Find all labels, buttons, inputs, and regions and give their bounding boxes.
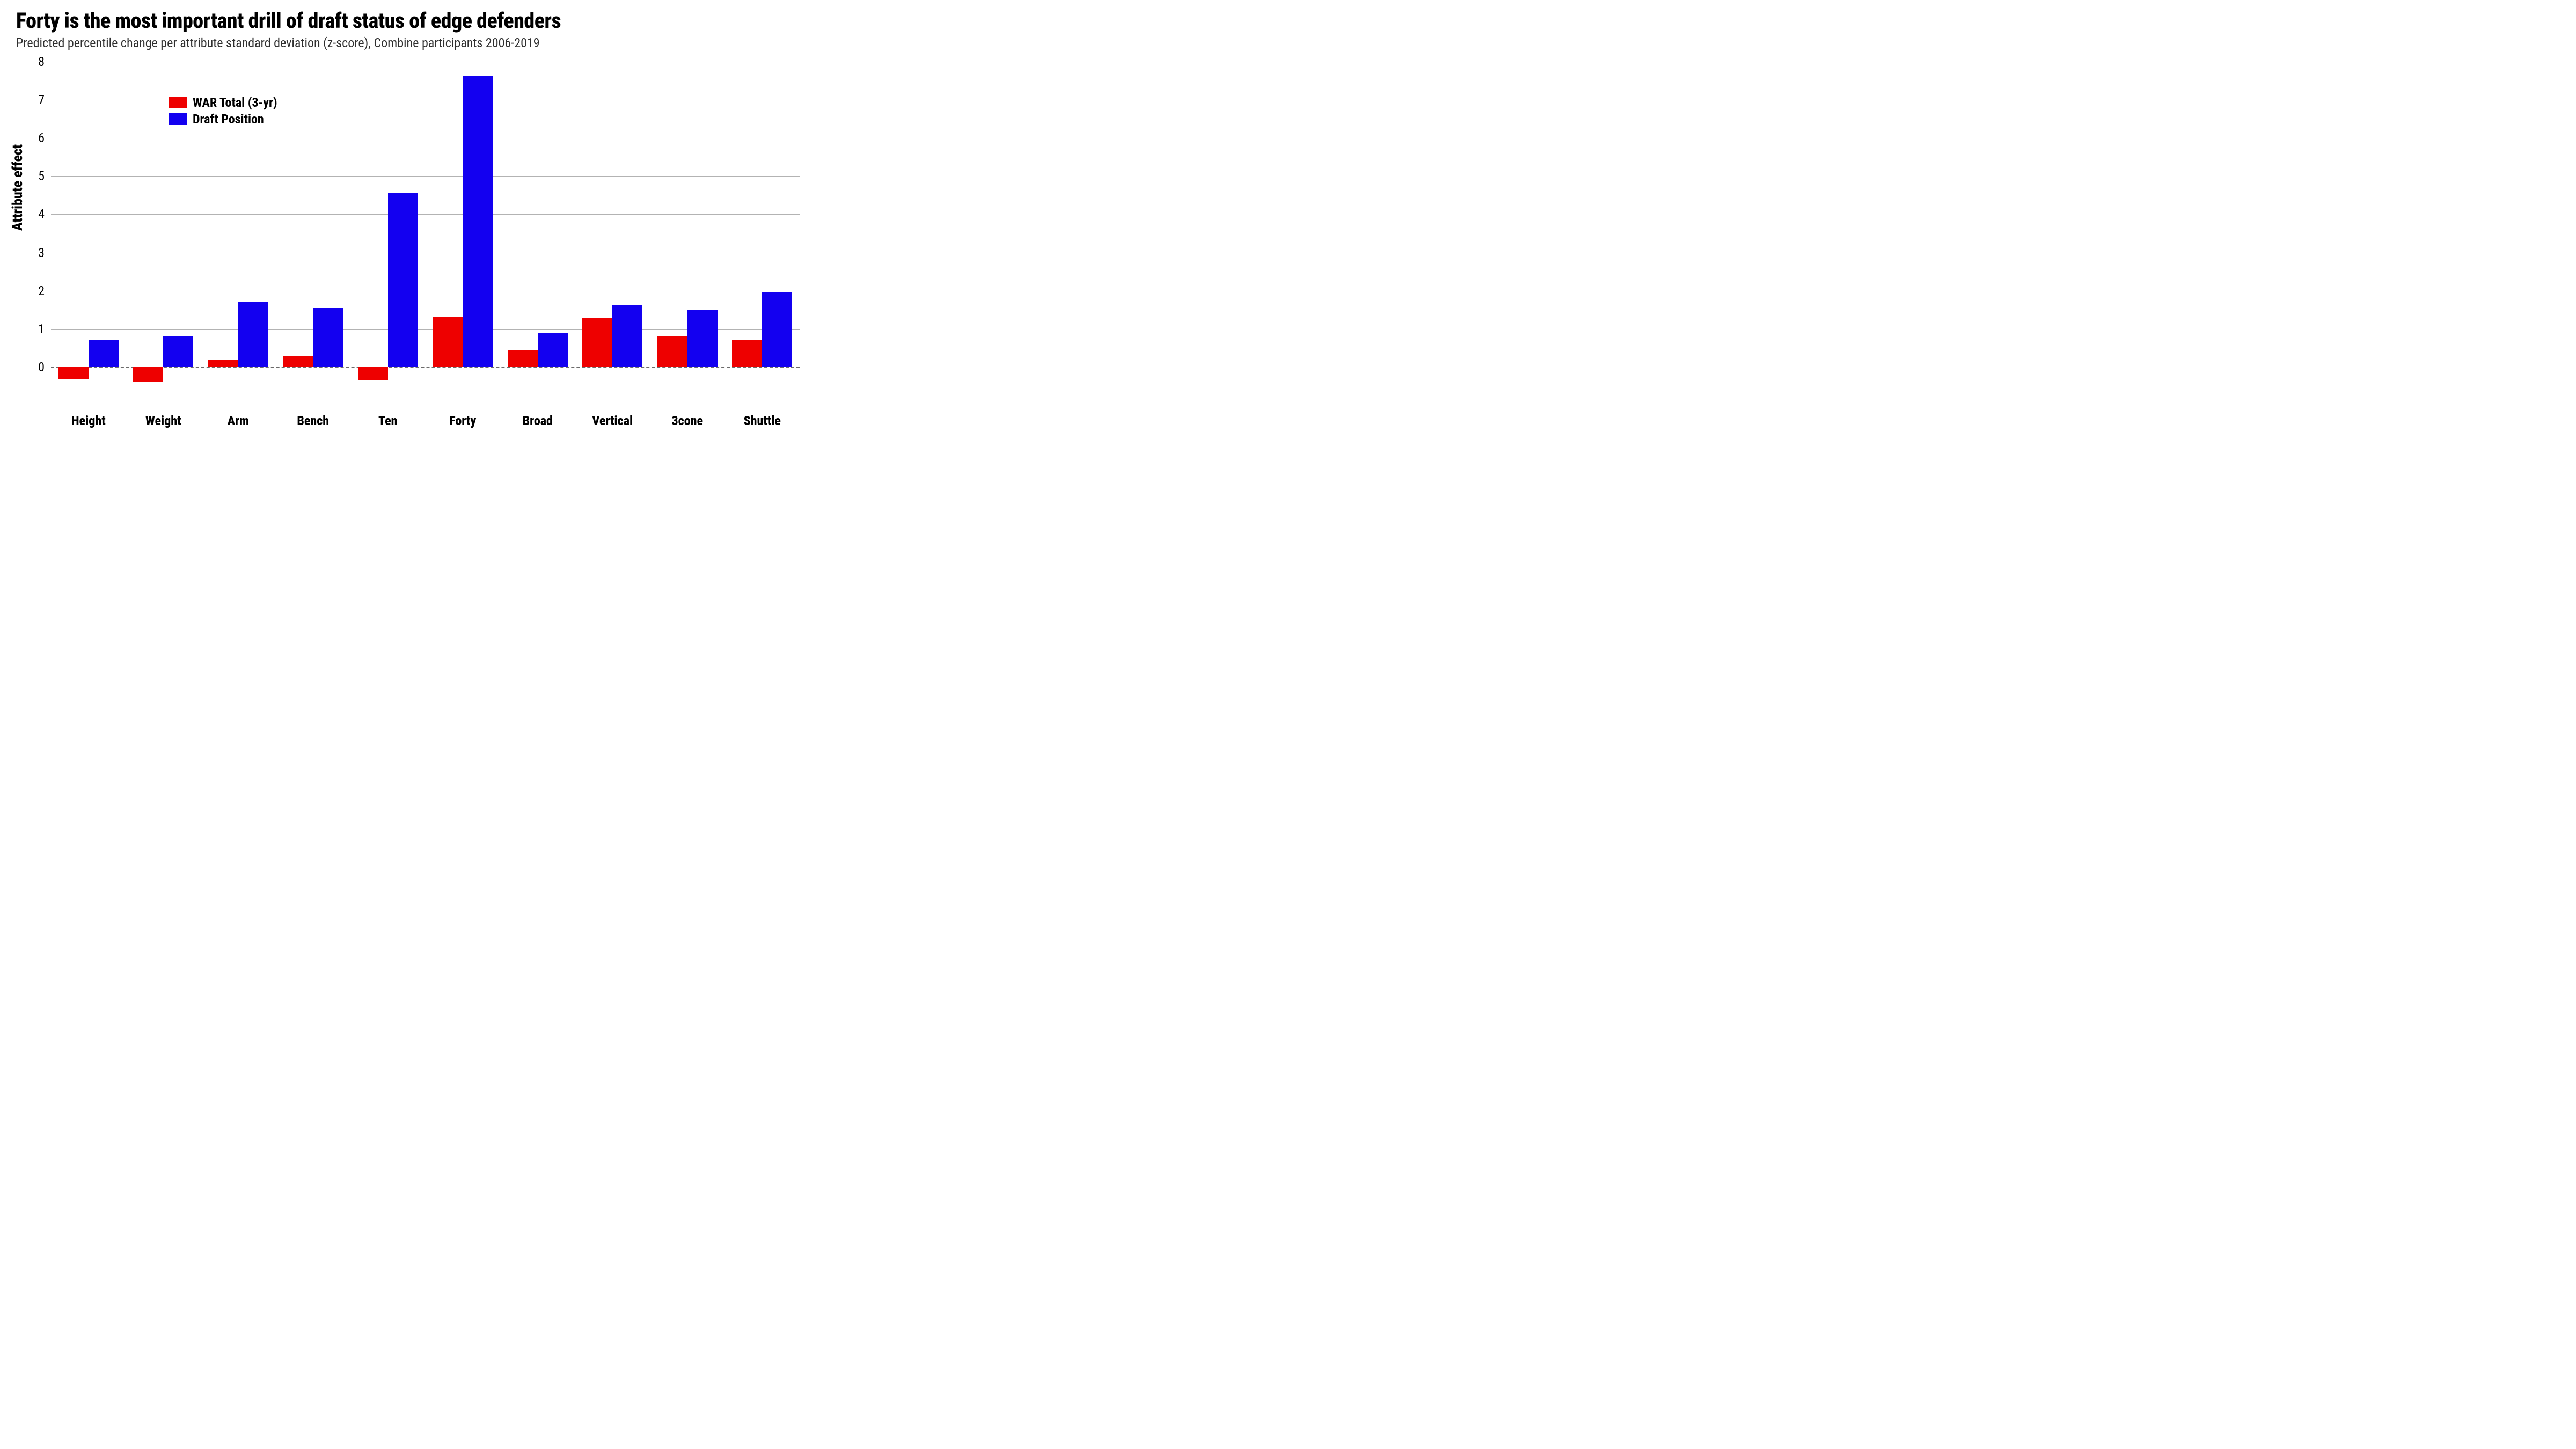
y-tick-label: 3 (38, 245, 51, 260)
bar (612, 305, 642, 367)
bar (538, 333, 568, 367)
bar (463, 76, 493, 367)
bar (208, 360, 238, 367)
chart-subtitle: Predicted percentile change per attribut… (16, 35, 800, 50)
bar (388, 193, 418, 367)
bar (58, 367, 89, 379)
bar (433, 317, 463, 367)
chart-title: Forty is the most important drill of dra… (16, 10, 800, 32)
x-axis-labels: Height Weight Arm Bench Ten Forty Broad Vertica… (51, 413, 800, 435)
x-tick-label: Weight (145, 413, 181, 428)
x-tick-label: 3cone (671, 413, 703, 428)
x-tick-label: Broad (523, 413, 553, 428)
y-tick-label: 4 (38, 207, 51, 222)
y-tick-label: 7 (38, 92, 51, 107)
bar (163, 336, 193, 367)
y-tick-label: 1 (38, 321, 51, 336)
bar (657, 336, 687, 367)
y-tick-label: 0 (38, 360, 51, 375)
x-tick-label: Arm (228, 413, 249, 428)
y-tick-label: 6 (38, 130, 51, 145)
bar (732, 340, 762, 367)
chart-container: Forty is the most important drill of dra… (0, 0, 816, 459)
x-tick-label: Vertical (592, 413, 633, 428)
y-tick-label: 2 (38, 283, 51, 298)
bar (313, 308, 343, 367)
bar (508, 350, 538, 367)
bar (687, 310, 718, 367)
bar (133, 367, 163, 382)
x-tick-label: Ten (378, 413, 398, 428)
positive-bars (51, 62, 800, 367)
x-tick-label: Bench (297, 413, 329, 428)
x-tick-label: Shuttle (744, 413, 781, 428)
bar (582, 318, 612, 367)
bar (238, 302, 268, 367)
bar (358, 367, 388, 380)
negative-bars (51, 367, 800, 405)
y-tick-label: 8 (38, 54, 51, 69)
x-tick-label: Height (71, 413, 106, 428)
y-axis-label: Attribute effect (10, 144, 26, 231)
y-tick-label: 5 (38, 169, 51, 184)
bar (762, 292, 792, 367)
bar (283, 356, 313, 367)
x-tick-label: Forty (449, 413, 476, 428)
plot-area: WAR Total (3-yr)Draft Position 012345678 (51, 62, 800, 405)
bar (89, 340, 119, 367)
